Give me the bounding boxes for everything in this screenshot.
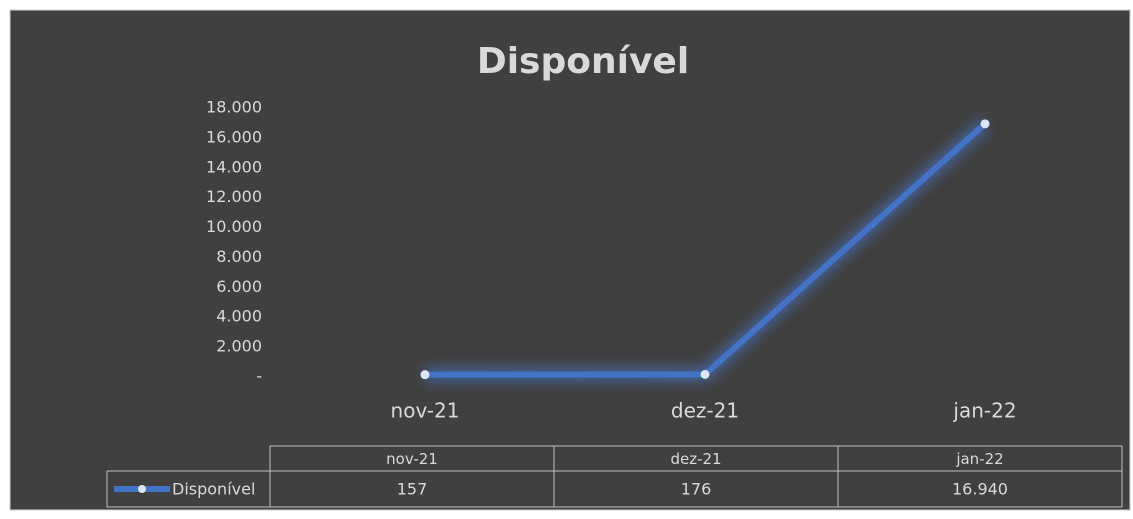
table-value: 176 [681,480,712,499]
y-tick-label: 6.000 [216,277,262,296]
y-tick-label: 14.000 [206,157,262,176]
legend-marker [138,485,146,493]
table-header: nov-21 [386,450,438,468]
y-tick-label: 16.000 [206,127,262,146]
y-tick-label: 2.000 [216,337,262,356]
y-tick-label: 4.000 [216,307,262,326]
y-tick-label: 10.000 [206,217,262,236]
y-tick-label: - [256,367,262,386]
point [980,119,990,129]
y-tick-label: 12.000 [206,187,262,206]
x-tick-label: dez-21 [671,399,739,423]
chart-title: Disponível [477,41,689,82]
chart-background [9,9,1131,511]
x-tick-label: jan-22 [952,399,1016,423]
x-tick-label: nov-21 [391,399,460,423]
y-tick-label: 18.000 [206,98,262,117]
point [700,369,710,379]
table-value: 16.940 [952,480,1008,499]
legend-label: Disponível [172,480,255,499]
y-tick-label: 8.000 [216,247,262,266]
table-header: jan-22 [955,450,1003,468]
table-header: dez-21 [670,450,721,468]
table-value: 157 [397,480,428,499]
point [420,370,430,380]
